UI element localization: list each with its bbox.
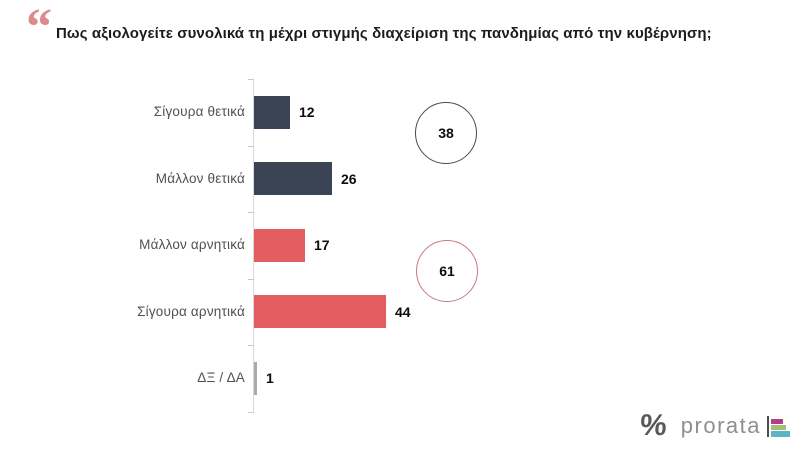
bar — [254, 295, 386, 328]
prorata-logo: % prorata — [638, 409, 790, 442]
category-label: ΔΞ / ΔΑ — [197, 370, 245, 385]
axis-tick — [248, 79, 254, 80]
axis-tick — [248, 145, 254, 147]
bar — [254, 162, 332, 195]
header: “ Πως αξιολογείτε συνολικά τη μέχρι στιγ… — [26, 0, 712, 56]
value-label: 44 — [395, 303, 411, 320]
bar — [254, 228, 305, 262]
bar-chart-icon — [767, 415, 790, 437]
quote-icon: “ — [26, 0, 52, 56]
percent-icon: % — [638, 409, 668, 442]
value-label: 12 — [299, 104, 315, 120]
positive-total-circle: 38 — [415, 102, 477, 164]
positive-total-value: 38 — [438, 125, 454, 141]
value-label: 26 — [341, 170, 357, 187]
axis-tick — [248, 278, 254, 280]
category-label: Σίγουρα αρνητικά — [137, 303, 245, 319]
bar — [254, 95, 290, 129]
category-label: Σίγουρα θετικά — [153, 104, 245, 119]
axis-tick — [248, 345, 254, 346]
negative-total-value: 61 — [439, 263, 455, 279]
axis-tick — [248, 411, 254, 413]
category-label: Μάλλον θετικά — [155, 170, 245, 186]
category-label: Μάλλον αρνητικά — [139, 237, 245, 252]
axis-line — [253, 79, 254, 412]
chart-title: Πως αξιολογείτε συνολικά τη μέχρι στιγμή… — [56, 25, 712, 42]
logo-text: prorata — [680, 413, 761, 438]
negative-total-circle: 61 — [416, 240, 478, 302]
value-label: 17 — [314, 237, 330, 253]
axis-tick — [248, 212, 254, 213]
bar — [254, 361, 257, 395]
value-label: 1 — [266, 370, 274, 386]
